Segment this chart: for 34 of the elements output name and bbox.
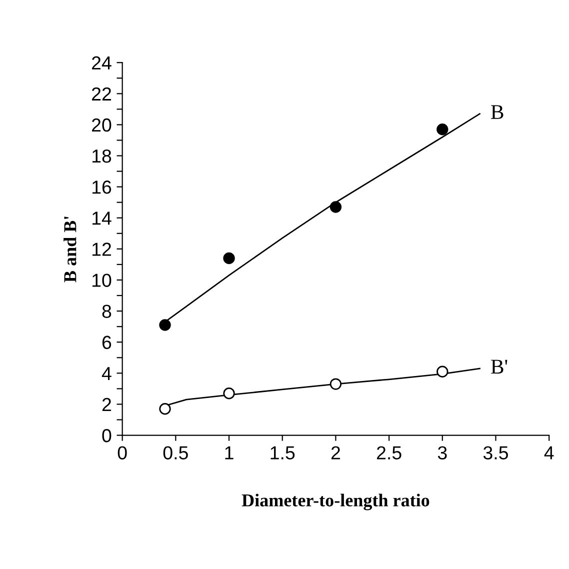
y-tick-label: 10	[92, 274, 112, 287]
y-tick-label: 6	[102, 336, 112, 350]
y-tick-label: 20	[92, 118, 112, 132]
point	[330, 378, 342, 390]
y-tick-label: 8	[102, 304, 112, 318]
x-tick-label: 3	[438, 446, 447, 460]
x-tick-label: 2.5	[376, 446, 402, 460]
x-tick-label: 0.5	[163, 446, 188, 460]
point	[330, 201, 342, 213]
point	[159, 319, 171, 331]
x-tick-label: 0	[118, 446, 127, 460]
point	[436, 366, 448, 378]
y-tick-label: 0	[102, 428, 112, 442]
y-tick-label: 14	[92, 212, 112, 225]
point	[436, 124, 448, 136]
x-tick-label: 3.5	[483, 446, 508, 460]
series-label: B	[491, 105, 504, 119]
series-label: B'	[491, 360, 508, 374]
point	[223, 388, 235, 400]
y-tick-label: 4	[102, 367, 112, 380]
y-tick-label: 2	[102, 398, 111, 412]
y-tick-label: 16	[92, 180, 112, 194]
x-tick-label: 1.5	[270, 446, 295, 460]
y-tick-label: 22	[92, 87, 111, 100]
point	[223, 252, 235, 264]
x-axis-title: Diameter-to-length ratio	[242, 494, 430, 510]
point	[159, 403, 171, 415]
x-tick-label: 1	[225, 446, 234, 460]
y-axis-title: B and B'	[64, 216, 76, 282]
y-tick-label: 24	[92, 56, 112, 70]
y-tick-label: 18	[92, 149, 112, 163]
y-tick-label: 12	[92, 242, 111, 256]
x-tick-label: 4	[544, 446, 554, 460]
x-tick-label: 2	[331, 446, 340, 460]
